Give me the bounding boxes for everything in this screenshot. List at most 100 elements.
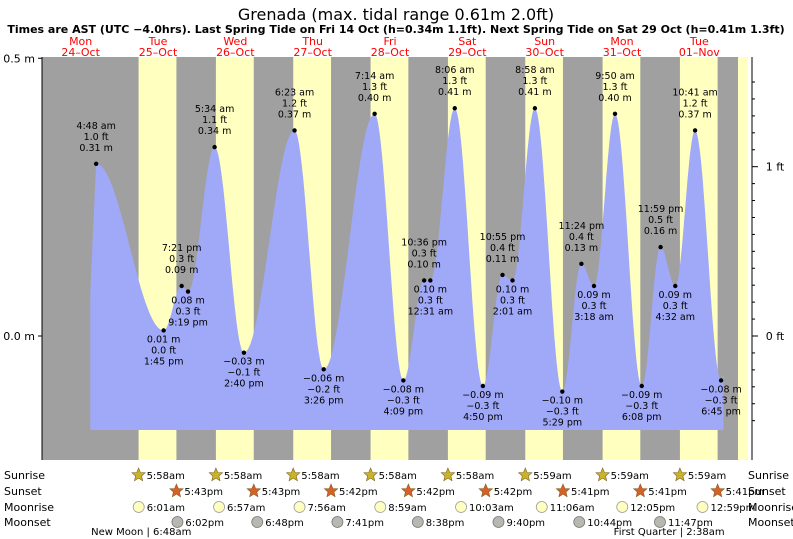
tide-point (591, 283, 597, 289)
tide-point (93, 161, 99, 166)
tide-label: 2:01 am (493, 306, 532, 317)
tide-label: −0.3 ft (387, 395, 420, 406)
tide-label: 4:48 am (76, 121, 115, 132)
tide-point (241, 350, 247, 355)
tide-label: 1.0 ft (84, 132, 109, 143)
sunrise-icon (672, 467, 688, 482)
day-name: Tue (148, 35, 168, 48)
tide-label: 0.3 ft (412, 248, 437, 259)
day-date: 30–Oct (525, 46, 564, 59)
moonrise-time: 12:59pm (710, 503, 755, 514)
tide-label: −0.3 ft (466, 401, 499, 412)
row-label-left: Sunrise (4, 469, 45, 482)
day-date: 25–Oct (139, 46, 178, 59)
sunset-time: 5:41pm (571, 487, 610, 498)
tide-label: −0.09 m (462, 390, 503, 401)
tide-label: 11:59 pm (638, 204, 684, 215)
tide-label: 0.09 m (659, 290, 692, 301)
tide-point (452, 106, 457, 111)
moonrise-time: 8:59am (388, 503, 426, 514)
tide-label: 0.01 m (147, 334, 180, 345)
tide-label: −0.08 m (383, 384, 424, 395)
tide-label: 4:09 pm (384, 406, 424, 417)
tide-point (185, 289, 191, 294)
tide-point (179, 283, 184, 289)
daylight-band (738, 57, 748, 460)
tide-label: −0.06 m (303, 373, 344, 384)
tide-label: 0.10 m (496, 284, 529, 295)
sunset-time: 5:41pm (648, 487, 687, 498)
tide-label: 1.1 ft (202, 115, 227, 126)
tide-label: 0.09 m (577, 290, 610, 301)
moonrise-time: 12:05pm (630, 503, 675, 514)
day-date: 31–Oct (603, 46, 642, 59)
tide-label: 11:24 pm (559, 221, 605, 232)
tide-label: 0.3 ft (581, 301, 606, 312)
left-axis-label: 0.5 m (3, 52, 35, 65)
tide-label: 0.34 m (198, 126, 231, 137)
sunrise-icon (285, 467, 301, 482)
tide-label: 1.2 ft (683, 98, 708, 109)
sunset-icon (555, 483, 571, 498)
sunrise-icon (517, 467, 533, 482)
tide-label: −0.2 ft (307, 384, 340, 395)
tide-point (500, 272, 505, 278)
moonset-time: 11:47pm (668, 518, 713, 529)
tide-label: 3:18 am (574, 312, 613, 323)
tide-label: 6:45 pm (701, 406, 741, 417)
sunrise-time: 5:59am (611, 471, 649, 482)
moonset-time: 7:41pm (345, 518, 384, 529)
tide-label: −0.09 m (621, 390, 662, 401)
tide-label: 1.3 ft (602, 82, 627, 93)
row-label-right: Moonset (748, 516, 793, 529)
day-name: Mon (69, 35, 92, 48)
tide-point (673, 283, 678, 289)
tide-label: 0.11 m (486, 254, 519, 265)
row-label-right: Moonrise (748, 501, 793, 514)
tide-point (579, 261, 584, 266)
sunrise-time: 5:58am (456, 471, 494, 482)
moonset-time: 10:44pm (587, 518, 632, 529)
tide-label: 0.16 m (644, 226, 677, 237)
day-date: 24–Oct (61, 46, 100, 59)
day-date: 29–Oct (448, 46, 487, 59)
tide-label: 10:36 pm (401, 237, 447, 248)
tide-point (401, 378, 406, 383)
tide-label: −0.1 ft (227, 368, 260, 379)
sunrise-time: 5:59am (533, 471, 571, 482)
sunrise-icon (595, 467, 611, 482)
tide-label: 0.31 m (79, 143, 112, 154)
tide-label: 0.3 ft (663, 301, 688, 312)
sunset-icon (710, 483, 726, 498)
moonrise-icon (696, 501, 709, 513)
axes: 0.5 m 0.0 m 1 ft 0 ft (3, 52, 785, 460)
tide-label: 0.4 ft (569, 232, 594, 243)
day-headers: Mon24–OctTue25–OctWed26–OctThu27–OctFri2… (61, 35, 720, 59)
moonrise-icon (616, 501, 629, 513)
tide-label: 1.3 ft (442, 76, 467, 87)
tide-point (161, 328, 166, 333)
row-label-right: Sunset (748, 485, 786, 498)
water-area (90, 108, 724, 430)
tide-point (321, 367, 326, 372)
tide-label: 0.3 ft (418, 295, 443, 306)
moon-phase: New Moon | 6:48am (91, 527, 191, 538)
moonrise-time: 6:01am (147, 503, 185, 514)
moonrise-time: 6:57am (227, 503, 265, 514)
tide-label: 1.3 ft (522, 76, 547, 87)
moonset-time: 6:48pm (265, 518, 304, 529)
row-label-right: Sunrise (748, 469, 789, 482)
tide-label: 12:31 am (408, 306, 453, 317)
day-name: Fri (383, 35, 396, 48)
tide-label: 9:19 pm (168, 318, 208, 329)
day-date: 26–Oct (216, 46, 255, 59)
tide-label: 5:29 pm (543, 418, 583, 429)
tide-label: 0.37 m (278, 109, 311, 120)
tide-label: 10:41 am (672, 87, 717, 98)
sunset-time: 5:42pm (339, 487, 378, 498)
tide-point (421, 278, 427, 283)
sunrise-icon (363, 467, 378, 482)
moonrise-icon (213, 501, 225, 513)
moonrise-icon (132, 501, 145, 513)
tide-labels: 4:48 am1.0 ft0.31 m 0.01 m0.0 ft1:45 pm 7:… (76, 65, 741, 428)
